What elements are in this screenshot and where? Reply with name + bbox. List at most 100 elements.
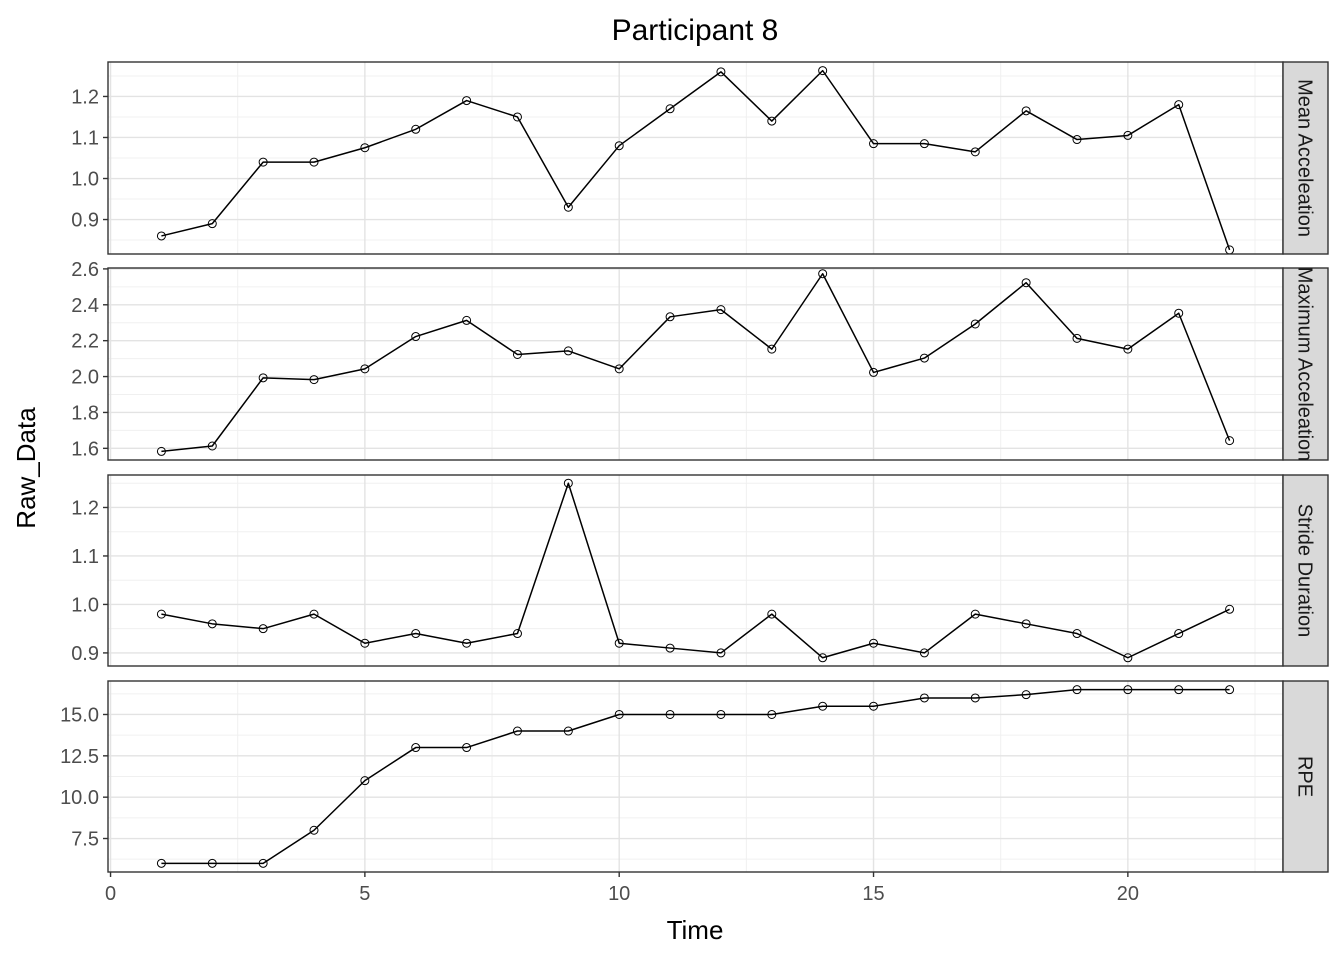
- series-line: [161, 69, 1231, 251]
- y-tick-label: 7.5: [71, 829, 99, 851]
- data-point: [1174, 308, 1184, 318]
- data-point: [462, 315, 472, 325]
- data-point: [1021, 278, 1031, 288]
- data-point: [462, 638, 472, 648]
- data-point: [1072, 333, 1082, 343]
- data-point: [1123, 344, 1133, 354]
- y-tick-label: 1.8: [71, 402, 99, 424]
- data-point: [665, 312, 675, 322]
- data-point: [309, 609, 319, 619]
- data-point: [411, 124, 421, 134]
- data-point: [512, 112, 522, 122]
- data-point: [1072, 685, 1082, 695]
- y-tick-label: 0.9: [71, 643, 99, 665]
- data-point: [1174, 100, 1184, 110]
- y-tick-label: 1.1: [71, 127, 99, 149]
- y-tick-label: 0.9: [71, 210, 99, 232]
- y-axis-title: Raw_Data: [11, 407, 41, 529]
- facet-strip: [1282, 61, 1329, 255]
- data-point: [869, 367, 879, 377]
- panel-background: [108, 475, 1283, 666]
- data-point: [512, 629, 522, 639]
- series-line: [161, 272, 1231, 453]
- facet-strip: [1282, 680, 1329, 873]
- data-point: [767, 344, 777, 354]
- y-tick-label: 2.6: [71, 259, 99, 281]
- chart-title: Participant 8: [612, 14, 779, 47]
- facet-panel: 1.6 1.8 2.0 2.2 2.4 2.6 Maximum Acceleation: [71, 259, 1329, 462]
- y-tick-label: 1.2: [71, 497, 99, 519]
- data-point: [462, 743, 472, 753]
- data-point: [207, 219, 217, 229]
- data-point: [156, 231, 166, 241]
- data-point: [1021, 619, 1031, 629]
- data-point: [360, 638, 370, 648]
- facet-strip-label: Stride Duration: [1294, 504, 1316, 637]
- y-tick-label: 1.0: [71, 594, 99, 616]
- data-point: [1225, 436, 1235, 446]
- facet-panel: 0.9 1.0 1.1 1.2 Mean Acceleation: [71, 61, 1329, 255]
- data-point: [258, 157, 268, 167]
- data-point: [970, 693, 980, 703]
- data-point: [1225, 685, 1235, 695]
- data-point: [411, 629, 421, 639]
- facet-strip-label: RPE: [1294, 756, 1316, 797]
- y-tick-label: 10.0: [60, 787, 99, 809]
- data-point: [563, 478, 573, 488]
- data-point: [207, 441, 217, 451]
- data-point: [1123, 653, 1133, 663]
- data-point: [563, 726, 573, 736]
- data-point: [716, 305, 726, 315]
- data-point: [665, 643, 675, 653]
- facet-strip: [1282, 267, 1329, 461]
- y-tick-label: 2.0: [71, 367, 99, 389]
- data-point: [360, 143, 370, 153]
- facet-panel: 7.5 10.0 12.5 15.0 RPE: [60, 680, 1329, 873]
- data-point: [258, 624, 268, 634]
- data-point: [512, 349, 522, 359]
- data-point: [512, 726, 522, 736]
- data-point: [716, 648, 726, 658]
- data-point: [818, 701, 828, 711]
- data-point: [970, 147, 980, 157]
- data-point: [919, 139, 929, 149]
- data-point: [614, 141, 624, 151]
- data-point: [716, 67, 726, 77]
- data-point: [360, 776, 370, 786]
- data-point: [309, 375, 319, 385]
- y-tick-label: 15.0: [60, 704, 99, 726]
- data-point: [309, 825, 319, 835]
- x-tick-label: 10: [608, 883, 630, 905]
- data-point: [614, 709, 624, 719]
- data-point: [411, 743, 421, 753]
- data-point: [614, 638, 624, 648]
- data-point: [869, 139, 879, 149]
- data-point: [411, 332, 421, 342]
- data-point: [462, 96, 472, 106]
- y-tick-label: 1.0: [71, 169, 99, 191]
- x-tick-label: 20: [1117, 883, 1139, 905]
- facet-panels: 0.9 1.0 1.1 1.2 Mean Acceleation 1.6 1.8 2.0 2.2…: [60, 61, 1329, 873]
- data-point: [665, 104, 675, 114]
- data-point: [1123, 130, 1133, 140]
- data-point: [818, 66, 828, 76]
- data-point: [919, 648, 929, 658]
- panel-background: [108, 268, 1283, 460]
- data-point: [970, 609, 980, 619]
- data-point: [767, 116, 777, 126]
- y-tick-label: 1.1: [71, 546, 99, 568]
- series-line: [161, 482, 1230, 659]
- facet-strip-label: Maximum Acceleation: [1294, 267, 1316, 462]
- data-point: [919, 353, 929, 363]
- data-point: [360, 364, 370, 374]
- data-point: [1021, 690, 1031, 700]
- x-axis: 0 5 10 15 20: [105, 872, 1139, 905]
- facet-strip-label-group: Mean Acceleation: [1294, 79, 1316, 237]
- y-tick-label: 2.4: [71, 295, 99, 317]
- data-point: [1021, 106, 1031, 116]
- data-point: [1225, 604, 1235, 614]
- data-point: [309, 157, 319, 167]
- series-line: [161, 688, 1230, 865]
- data-point: [156, 858, 166, 868]
